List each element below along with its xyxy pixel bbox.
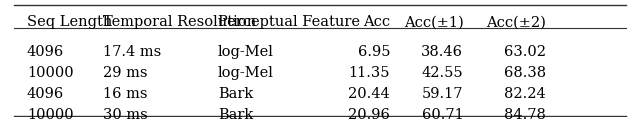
Text: Seq Length: Seq Length bbox=[27, 15, 112, 29]
Text: 29 ms: 29 ms bbox=[103, 66, 148, 80]
Text: Acc: Acc bbox=[363, 15, 390, 29]
Text: Bark: Bark bbox=[218, 87, 253, 101]
Text: 20.44: 20.44 bbox=[348, 87, 390, 101]
Text: 38.46: 38.46 bbox=[421, 46, 463, 60]
Text: Perceptual Feature: Perceptual Feature bbox=[218, 15, 360, 29]
Text: 68.38: 68.38 bbox=[504, 66, 546, 80]
Text: Bark: Bark bbox=[218, 108, 253, 122]
Text: Acc(±1): Acc(±1) bbox=[404, 15, 463, 29]
Text: 20.96: 20.96 bbox=[348, 108, 390, 122]
Text: 11.35: 11.35 bbox=[349, 66, 390, 80]
Text: 16 ms: 16 ms bbox=[103, 87, 148, 101]
Text: 84.78: 84.78 bbox=[504, 108, 546, 122]
Text: 10000: 10000 bbox=[27, 108, 74, 122]
Text: 60.71: 60.71 bbox=[422, 108, 463, 122]
Text: 10000: 10000 bbox=[27, 66, 74, 80]
Text: 4096: 4096 bbox=[27, 87, 64, 101]
Text: 82.24: 82.24 bbox=[504, 87, 546, 101]
Text: Acc(±2): Acc(±2) bbox=[486, 15, 546, 29]
Text: 17.4 ms: 17.4 ms bbox=[103, 46, 161, 60]
Text: 59.17: 59.17 bbox=[422, 87, 463, 101]
Text: Temporal Resolution: Temporal Resolution bbox=[103, 15, 257, 29]
Text: log-Mel: log-Mel bbox=[218, 66, 274, 80]
Text: 63.02: 63.02 bbox=[504, 46, 546, 60]
Text: 42.55: 42.55 bbox=[422, 66, 463, 80]
Text: 6.95: 6.95 bbox=[358, 46, 390, 60]
Text: log-Mel: log-Mel bbox=[218, 46, 274, 60]
Text: 4096: 4096 bbox=[27, 46, 64, 60]
Text: 30 ms: 30 ms bbox=[103, 108, 148, 122]
